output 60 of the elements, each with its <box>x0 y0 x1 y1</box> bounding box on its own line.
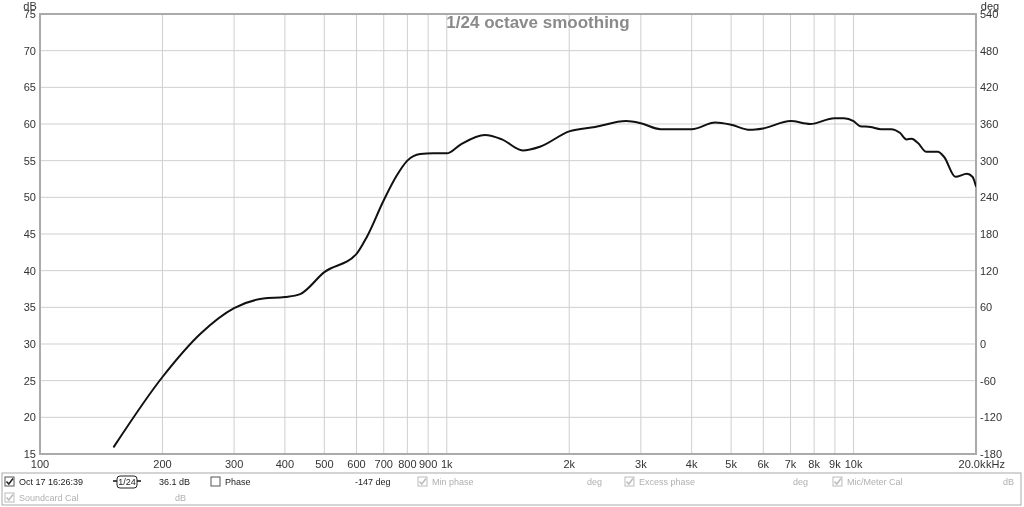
y-tick-label: 15 <box>23 448 36 460</box>
text: dB <box>175 493 187 503</box>
x-tick-label: 3k <box>635 458 648 470</box>
y2-tick-label: -60 <box>980 374 996 387</box>
chart-title: 1/24 octave smoothing <box>446 13 630 32</box>
text: 1/24 <box>118 477 136 487</box>
y-tick-label: 45 <box>23 228 36 240</box>
x-tick-label: 7k <box>784 458 797 470</box>
y-tick-label: 70 <box>23 44 36 57</box>
y-tick-label: 50 <box>23 191 36 204</box>
y2-tick-label: 0 <box>980 338 987 350</box>
x-tick-label: 5k <box>725 458 738 470</box>
x-tick-label: 100 <box>30 458 50 470</box>
text: Phase <box>225 477 251 487</box>
y-tick-label: 35 <box>23 301 36 314</box>
x-tick-label: 600 <box>347 458 366 470</box>
y2-tick-label: 120 <box>980 264 999 277</box>
x-tick-label: 300 <box>224 458 244 470</box>
y-tick-label: 65 <box>23 81 36 94</box>
text: deg <box>793 477 809 487</box>
text: 36.1 dB <box>159 477 191 487</box>
x-tick-label: 700 <box>374 458 393 470</box>
y2-axis-title: deg <box>980 0 1000 12</box>
x-tick-label: 6k <box>757 458 770 470</box>
x-axis-title: kHz <box>986 458 1005 470</box>
x-tick-label: 1k <box>440 458 454 470</box>
x-tick-label: 500 <box>315 458 334 470</box>
y-tick-label: 55 <box>23 154 36 167</box>
x-tick-label: 200 <box>153 458 172 470</box>
x-tick-label: 900 <box>418 458 438 470</box>
y-tick-label: 25 <box>23 374 36 387</box>
text: Mic/Meter Cal <box>847 477 903 487</box>
x-tick-label: 10k <box>844 458 863 470</box>
text: Excess phase <box>639 477 696 487</box>
y2-tick-label: -180 <box>980 448 1003 460</box>
y2-tick-label: 60 <box>980 301 993 314</box>
text: dB <box>1003 477 1015 487</box>
y2-tick-label: 480 <box>980 44 999 57</box>
text: Oct 17 16:26:39 <box>19 477 84 487</box>
x-tick-label: 2k <box>563 458 576 470</box>
x-tick-label: 20.0k <box>958 458 986 470</box>
text: -147 deg <box>355 477 391 487</box>
y-tick-label: 60 <box>23 118 36 130</box>
x-tick-label: 4k <box>685 458 698 470</box>
x-tick-label: 400 <box>275 458 295 470</box>
text: deg <box>587 477 603 487</box>
y2-tick-label: 240 <box>980 191 999 204</box>
y2-tick-label: 180 <box>980 228 999 240</box>
y2-tick-label: 420 <box>980 81 999 94</box>
y-tick-label: 20 <box>23 411 36 424</box>
x-tick-label: 9k <box>829 458 842 470</box>
y2-tick-label: 300 <box>980 154 999 167</box>
x-tick-label: 8k <box>808 458 821 470</box>
text: Soundcard Cal <box>19 493 79 503</box>
x-tick-label: 800 <box>398 458 417 470</box>
y-tick-label: 30 <box>23 338 36 350</box>
y-tick-label: 40 <box>23 264 36 277</box>
text: Min phase <box>432 477 474 487</box>
y2-tick-label: 360 <box>980 118 999 130</box>
y2-tick-label: -120 <box>980 411 1003 424</box>
